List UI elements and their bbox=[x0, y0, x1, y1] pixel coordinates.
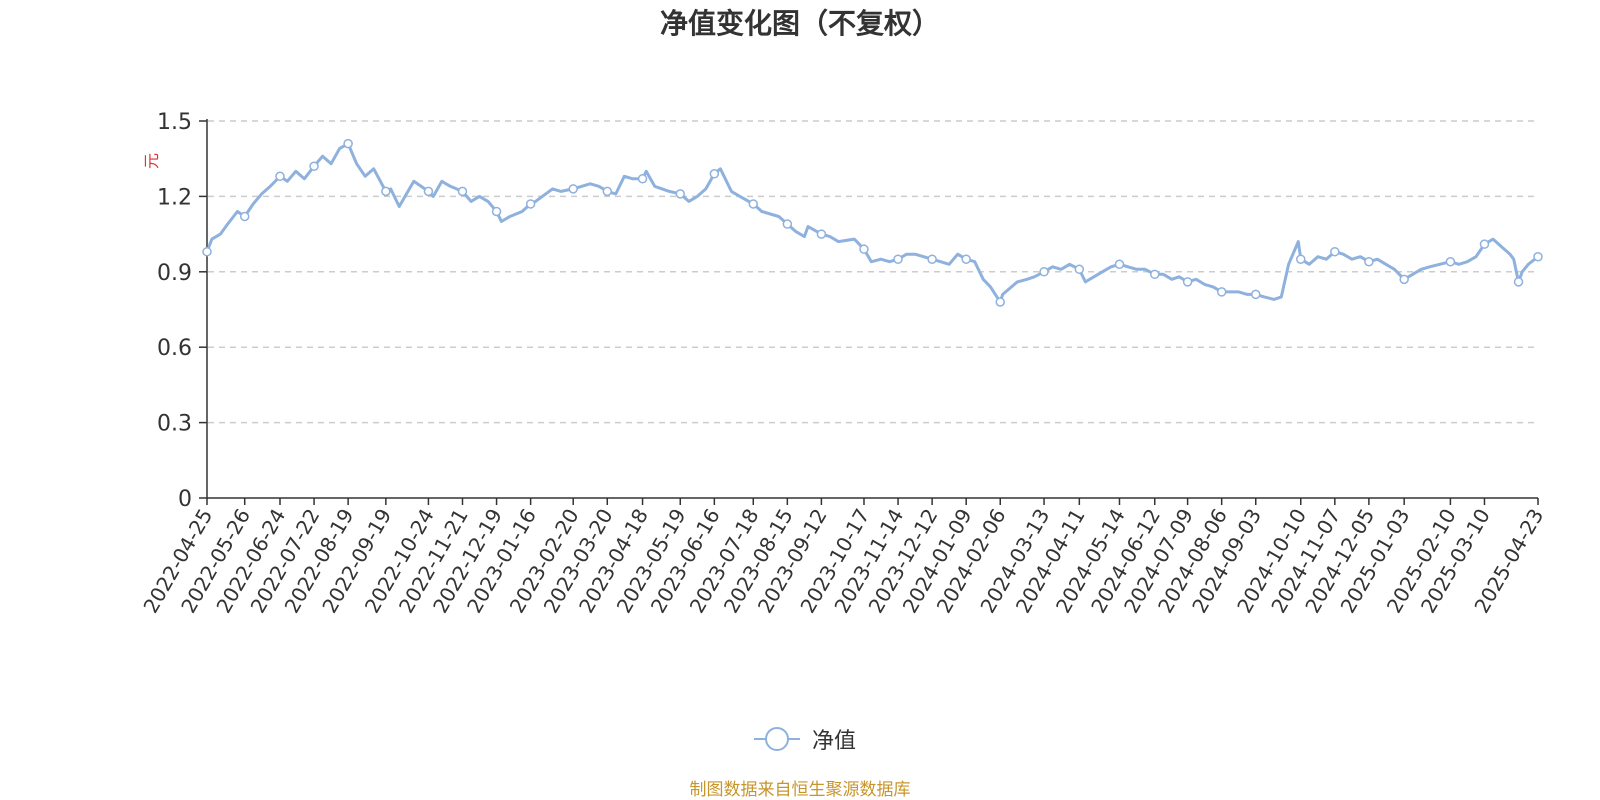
y-tick-label: 0.6 bbox=[157, 336, 192, 361]
data-point-marker[interactable] bbox=[637, 174, 648, 184]
legend[interactable]: 净值 bbox=[752, 724, 856, 754]
y-axis-label: 元 bbox=[142, 153, 161, 169]
data-point-marker[interactable] bbox=[343, 138, 353, 149]
data-point-marker[interactable] bbox=[275, 171, 285, 182]
data-point-marker[interactable] bbox=[782, 219, 793, 229]
data-point-marker[interactable] bbox=[1150, 269, 1160, 280]
data-point-marker[interactable] bbox=[202, 246, 212, 257]
data-source-note: 制图数据来自恒生聚源数据库 bbox=[689, 780, 911, 800]
data-point-marker[interactable] bbox=[893, 254, 903, 264]
data-point-marker[interactable] bbox=[1114, 259, 1125, 270]
y-tick-label: 0.9 bbox=[157, 261, 192, 286]
data-point-marker[interactable] bbox=[995, 297, 1005, 307]
chart-title: 净值变化图（不复权） bbox=[659, 7, 940, 40]
data-point-marker[interactable] bbox=[1399, 274, 1409, 285]
data-point-marker[interactable] bbox=[927, 254, 937, 264]
data-point-marker[interactable] bbox=[675, 189, 686, 199]
data-point-marker[interactable] bbox=[748, 199, 759, 209]
y-tick-label: 1.2 bbox=[157, 185, 192, 210]
y-tick-label: 1.5 bbox=[157, 110, 192, 135]
data-point-marker[interactable] bbox=[309, 161, 319, 171]
data-point-marker[interactable] bbox=[602, 186, 613, 197]
circle-line-marker-icon bbox=[754, 727, 800, 751]
data-point-marker[interactable] bbox=[1296, 254, 1306, 264]
data-point-marker[interactable] bbox=[1074, 264, 1085, 275]
axis-layer: 00.30.60.91.21.52022-04-252022-05-262022… bbox=[138, 110, 1548, 617]
data-point-marker[interactable] bbox=[1182, 277, 1193, 287]
data-point-marker[interactable] bbox=[1533, 251, 1543, 262]
data-point-marker[interactable] bbox=[1479, 239, 1490, 249]
data-point-marker[interactable] bbox=[709, 169, 720, 179]
data-point-marker[interactable] bbox=[491, 206, 502, 217]
data-point-marker[interactable] bbox=[1250, 289, 1261, 300]
data-point-marker[interactable] bbox=[381, 186, 391, 197]
data-point-marker[interactable] bbox=[457, 186, 468, 197]
y-tick-label: 0 bbox=[178, 487, 192, 512]
data-point-marker[interactable] bbox=[816, 229, 827, 239]
data-point-marker[interactable] bbox=[1445, 256, 1456, 267]
data-point-marker[interactable] bbox=[859, 244, 869, 254]
data-point-marker[interactable] bbox=[568, 184, 578, 194]
data-point-marker[interactable] bbox=[1364, 256, 1374, 267]
data-point-marker[interactable] bbox=[423, 186, 434, 197]
data-point-marker[interactable] bbox=[1330, 246, 1340, 257]
data-point-marker[interactable] bbox=[239, 211, 250, 222]
data-point-marker[interactable] bbox=[1216, 287, 1227, 297]
y-tick-label: 0.3 bbox=[157, 412, 192, 437]
data-point-marker[interactable] bbox=[1513, 277, 1524, 287]
legend-label: 净值 bbox=[812, 729, 857, 754]
data-point-marker[interactable] bbox=[961, 254, 971, 264]
data-point-marker[interactable] bbox=[525, 199, 536, 209]
data-point-marker[interactable] bbox=[1039, 267, 1049, 277]
grid-layer bbox=[208, 120, 1538, 424]
series-layer bbox=[202, 138, 1543, 307]
series-line bbox=[205, 142, 1539, 304]
